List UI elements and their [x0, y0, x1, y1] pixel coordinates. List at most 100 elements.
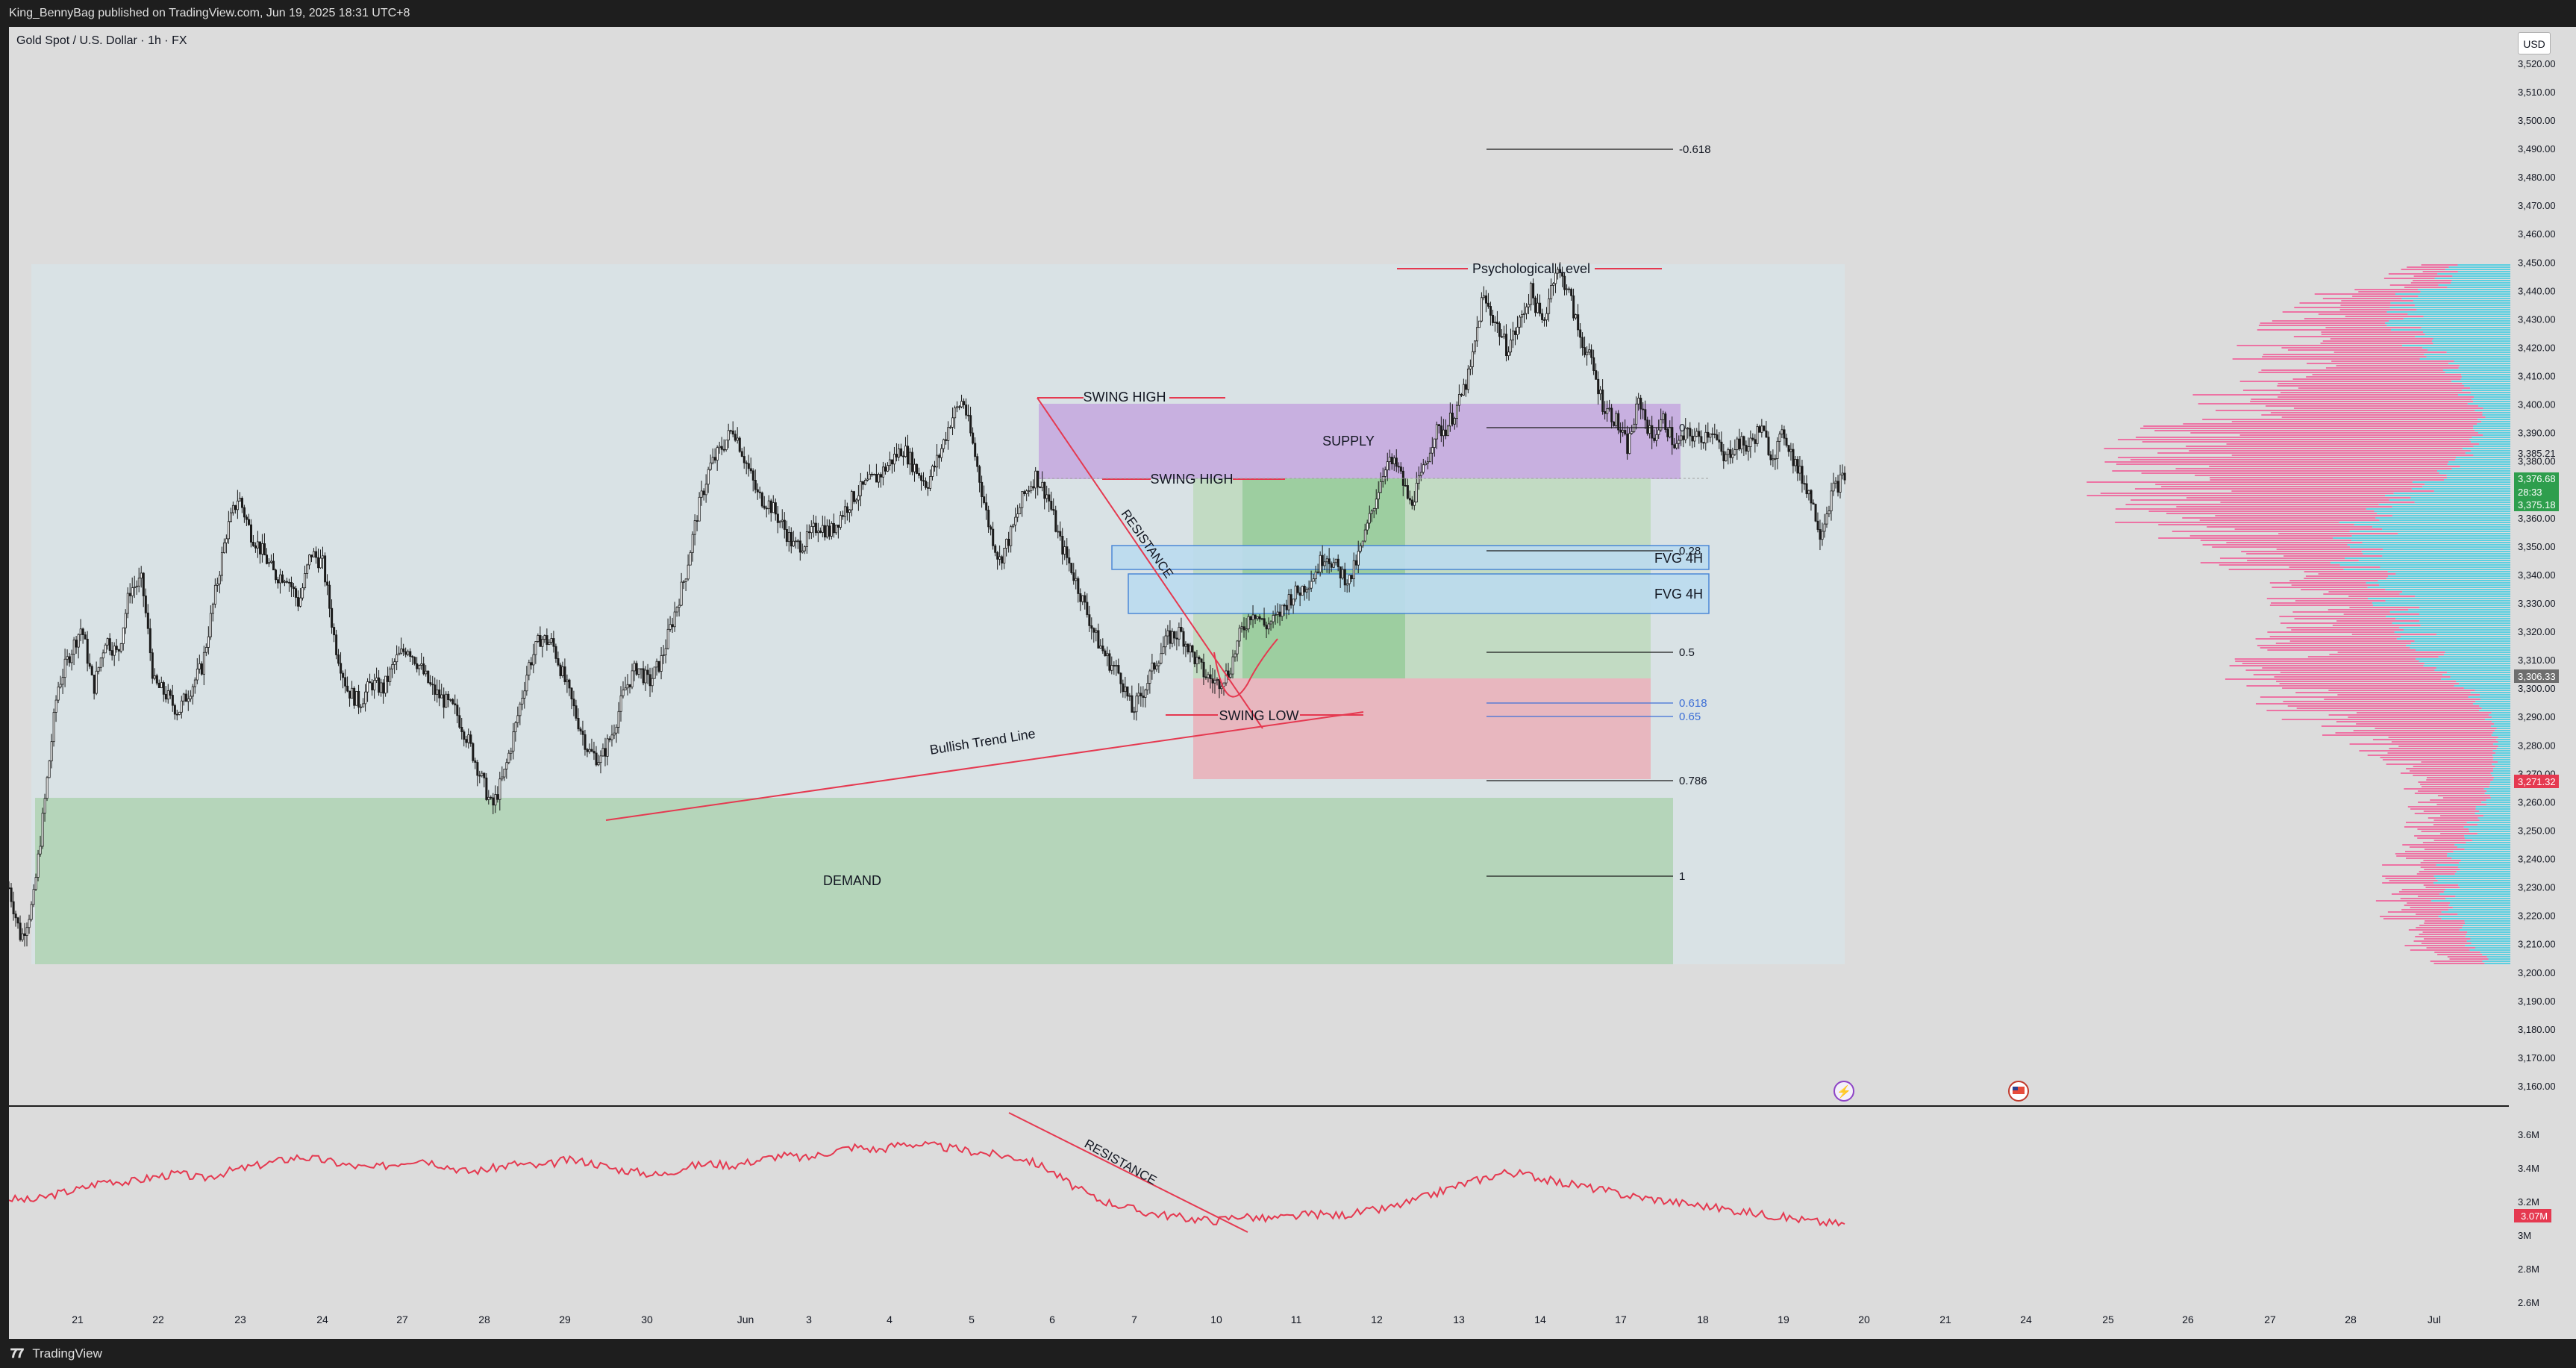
- candle-body: [1307, 587, 1310, 590]
- low-price-badge: [2514, 775, 2559, 788]
- profile-bar-sell: [2231, 490, 2434, 492]
- profile-bar-buy: [2498, 761, 2510, 763]
- candle-body: [554, 646, 557, 659]
- candle-body: [624, 687, 627, 690]
- profile-bar-sell: [2419, 934, 2467, 935]
- profile-bar-sell: [2250, 401, 2474, 402]
- candle-body: [378, 677, 381, 693]
- candle-body: [1657, 429, 1660, 435]
- candle-body: [184, 693, 187, 702]
- candle-body: [1368, 513, 1371, 524]
- candle-body: [1050, 501, 1053, 510]
- candle-body: [216, 583, 219, 586]
- candle-body: [1294, 585, 1297, 600]
- candle-body: [128, 593, 131, 596]
- candle-body: [137, 578, 140, 587]
- candle-body: [1554, 272, 1557, 284]
- candle-body: [1718, 439, 1721, 443]
- time-tick: 20: [1858, 1314, 1870, 1325]
- profile-bar-sell: [2410, 808, 2476, 810]
- candle-body: [1507, 352, 1510, 357]
- candle-body: [1745, 445, 1748, 452]
- candle-body: [693, 520, 696, 535]
- profile-bar-buy: [2470, 392, 2510, 393]
- chart-area[interactable]: Gold Spot / U.S. Dollar · 1h · FX USD -0…: [7, 27, 2576, 1339]
- profile-bar-buy: [2481, 421, 2510, 422]
- candle-body: [698, 496, 701, 522]
- profile-bar-buy: [2460, 466, 2510, 467]
- candle-body: [1191, 645, 1194, 653]
- candle-body: [854, 499, 857, 502]
- profile-bar-buy: [2343, 569, 2510, 570]
- candle-body: [1586, 352, 1589, 355]
- candle-body: [447, 693, 450, 700]
- profile-bar-buy: [2420, 291, 2510, 293]
- profile-bar-buy: [2498, 741, 2510, 743]
- price-tick: 3,490.00: [2518, 143, 2556, 154]
- candle-body: [801, 550, 804, 553]
- candle-body: [637, 668, 640, 675]
- profile-bar-buy: [2398, 533, 2510, 534]
- candle-body: [451, 699, 454, 705]
- candle-body: [575, 705, 578, 719]
- candle-body: [1090, 625, 1093, 629]
- candle-body: [848, 509, 851, 513]
- obv-series-line: [8, 1140, 1845, 1227]
- supply-label: SUPPLY: [1322, 434, 1375, 449]
- candle-body: [48, 760, 51, 778]
- candle-body: [279, 574, 282, 584]
- price-tick: 3,330.00: [2518, 598, 2556, 609]
- profile-bar-buy: [2488, 958, 2510, 960]
- candle-body: [146, 612, 149, 629]
- candle-body: [882, 466, 885, 478]
- profile-bar-sell: [2190, 432, 2478, 434]
- candle-body: [772, 502, 775, 513]
- candle-body: [28, 919, 31, 928]
- profile-bar-buy: [2464, 849, 2510, 850]
- profile-bar-buy: [2493, 757, 2510, 758]
- obv-tick: 2.8M: [2518, 1264, 2539, 1275]
- drawn-lines: [605, 268, 1710, 821]
- candle-body: [577, 718, 580, 730]
- profile-bar-sell: [2186, 497, 2411, 499]
- profile-bar-sell: [2261, 414, 2483, 416]
- fvg-box-1: [1111, 545, 1710, 570]
- candle-body: [12, 901, 15, 915]
- candle-body: [590, 749, 593, 752]
- candle-body: [169, 690, 172, 696]
- candle-body: [1211, 678, 1214, 684]
- currency-button[interactable]: USD: [2518, 32, 2551, 54]
- candle-body: [1776, 440, 1779, 459]
- candle-body: [1195, 657, 1198, 664]
- candle-body: [774, 502, 777, 515]
- profile-bar-buy: [2489, 784, 2510, 785]
- profile-bar-buy: [2479, 811, 2510, 812]
- candle-body: [494, 794, 497, 806]
- candle-body: [751, 470, 754, 481]
- event-icon-lightning[interactable]: [1833, 1081, 1854, 1102]
- profile-bar-sell: [2269, 582, 2366, 584]
- candle-body: [25, 927, 28, 936]
- profile-bar-sell: [2281, 347, 2423, 349]
- candle-body: [651, 678, 654, 687]
- candle-body: [171, 695, 174, 706]
- profile-bar-buy: [2437, 470, 2510, 472]
- candle-body: [1054, 510, 1057, 532]
- candle-body: [1218, 679, 1221, 690]
- candle-body: [1162, 646, 1165, 655]
- profile-bar-sell: [2423, 860, 2461, 861]
- candle-body: [1003, 548, 1006, 563]
- candle-body: [1765, 430, 1768, 438]
- price-tick: 3,210.00: [2518, 939, 2556, 950]
- profile-bar-buy: [2421, 327, 2510, 328]
- candle-body: [1471, 351, 1474, 367]
- candle-body: [178, 711, 181, 715]
- candle-body: [1133, 711, 1136, 713]
- candle-body: [340, 663, 343, 674]
- profile-bar-sell: [2433, 840, 2472, 841]
- candle-body: [1131, 695, 1134, 713]
- profile-bar-sell: [2246, 685, 2454, 687]
- profile-bar-sell: [2387, 911, 2442, 913]
- candle-body: [1435, 424, 1438, 440]
